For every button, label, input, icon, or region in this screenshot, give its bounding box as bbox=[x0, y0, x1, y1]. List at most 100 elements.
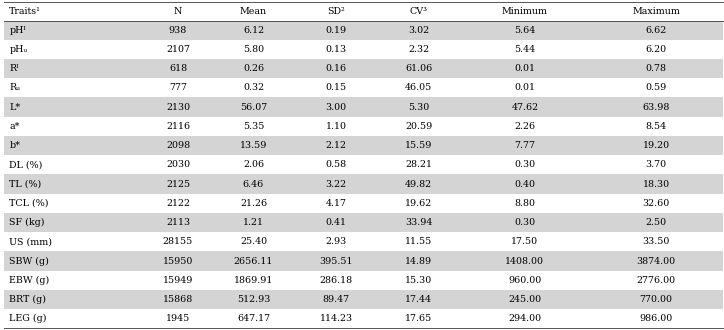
Text: TCL (%): TCL (%) bbox=[9, 199, 49, 208]
Text: 938: 938 bbox=[169, 26, 187, 35]
Text: 1945: 1945 bbox=[166, 314, 190, 323]
Bar bbox=[4, 136, 723, 155]
Bar bbox=[4, 117, 723, 136]
Text: 5.80: 5.80 bbox=[243, 45, 264, 54]
Text: 2125: 2125 bbox=[166, 180, 190, 188]
Text: pHᴵ: pHᴵ bbox=[9, 26, 26, 35]
Text: 3.00: 3.00 bbox=[326, 103, 347, 112]
Text: 6.20: 6.20 bbox=[646, 45, 667, 54]
Text: 21.26: 21.26 bbox=[240, 199, 267, 208]
Text: 2113: 2113 bbox=[166, 218, 190, 227]
Text: 0.32: 0.32 bbox=[243, 83, 264, 92]
Text: 0.30: 0.30 bbox=[514, 160, 536, 169]
Text: 0.78: 0.78 bbox=[646, 64, 667, 73]
Text: 0.16: 0.16 bbox=[326, 64, 347, 73]
Text: 5.64: 5.64 bbox=[514, 26, 536, 35]
Text: 25.40: 25.40 bbox=[240, 237, 267, 246]
Text: 2098: 2098 bbox=[166, 141, 190, 150]
Text: b*: b* bbox=[9, 141, 20, 150]
Text: 33.50: 33.50 bbox=[642, 237, 670, 246]
Text: N: N bbox=[174, 7, 182, 16]
Bar bbox=[4, 155, 723, 175]
Text: 5.35: 5.35 bbox=[243, 122, 264, 131]
Text: 1.21: 1.21 bbox=[243, 218, 264, 227]
Text: CV³: CV³ bbox=[410, 7, 428, 16]
Text: 17.65: 17.65 bbox=[405, 314, 432, 323]
Text: 3.70: 3.70 bbox=[646, 160, 667, 169]
Text: 2.26: 2.26 bbox=[514, 122, 536, 131]
Text: 61.06: 61.06 bbox=[405, 64, 432, 73]
Text: 0.40: 0.40 bbox=[514, 180, 535, 188]
Bar bbox=[4, 59, 723, 78]
Text: 14.89: 14.89 bbox=[405, 256, 432, 266]
Text: a*: a* bbox=[9, 122, 20, 131]
Text: 15950: 15950 bbox=[163, 256, 193, 266]
Bar bbox=[4, 213, 723, 232]
Text: 647.17: 647.17 bbox=[237, 314, 270, 323]
Text: 2130: 2130 bbox=[166, 103, 190, 112]
Text: 11.55: 11.55 bbox=[405, 237, 432, 246]
Text: Rᵤ: Rᵤ bbox=[9, 83, 20, 92]
Bar bbox=[4, 40, 723, 59]
Text: Rᴵ: Rᴵ bbox=[9, 64, 19, 73]
Text: LEG (g): LEG (g) bbox=[9, 314, 47, 323]
Text: pHᵤ: pHᵤ bbox=[9, 45, 28, 54]
Text: 17.50: 17.50 bbox=[511, 237, 539, 246]
Text: 2656.11: 2656.11 bbox=[234, 256, 273, 266]
Text: 6.46: 6.46 bbox=[243, 180, 264, 188]
Text: 2776.00: 2776.00 bbox=[636, 276, 675, 285]
Text: 63.98: 63.98 bbox=[642, 103, 670, 112]
Text: 15.59: 15.59 bbox=[405, 141, 432, 150]
Text: 0.15: 0.15 bbox=[326, 83, 347, 92]
Text: 49.82: 49.82 bbox=[405, 180, 432, 188]
Text: 89.47: 89.47 bbox=[323, 295, 350, 304]
Text: TL (%): TL (%) bbox=[9, 180, 41, 188]
Text: 17.44: 17.44 bbox=[405, 295, 432, 304]
Text: 286.18: 286.18 bbox=[319, 276, 353, 285]
Text: 986.00: 986.00 bbox=[639, 314, 673, 323]
Text: 15868: 15868 bbox=[163, 295, 193, 304]
Text: 33.94: 33.94 bbox=[405, 218, 432, 227]
Bar bbox=[4, 194, 723, 213]
Text: 0.59: 0.59 bbox=[645, 83, 667, 92]
Text: 15.30: 15.30 bbox=[405, 276, 432, 285]
Text: 2107: 2107 bbox=[166, 45, 190, 54]
Text: 2.06: 2.06 bbox=[243, 160, 264, 169]
Text: 777: 777 bbox=[169, 83, 187, 92]
Text: 3.02: 3.02 bbox=[408, 26, 429, 35]
Text: 0.19: 0.19 bbox=[326, 26, 347, 35]
Bar bbox=[4, 78, 723, 97]
Text: BRT (g): BRT (g) bbox=[9, 295, 46, 304]
Text: 1408.00: 1408.00 bbox=[505, 256, 544, 266]
Text: 0.13: 0.13 bbox=[326, 45, 347, 54]
Text: 0.26: 0.26 bbox=[243, 64, 264, 73]
Text: 18.30: 18.30 bbox=[642, 180, 670, 188]
Text: 46.05: 46.05 bbox=[405, 83, 432, 92]
Bar bbox=[4, 251, 723, 271]
Text: 19.62: 19.62 bbox=[405, 199, 432, 208]
Text: 2116: 2116 bbox=[166, 122, 190, 131]
Text: 3.22: 3.22 bbox=[326, 180, 347, 188]
Bar bbox=[4, 271, 723, 290]
Text: EBW (g): EBW (g) bbox=[9, 276, 50, 285]
Text: 2.50: 2.50 bbox=[646, 218, 667, 227]
Text: 0.58: 0.58 bbox=[326, 160, 347, 169]
Text: 15949: 15949 bbox=[163, 276, 193, 285]
Text: 2.93: 2.93 bbox=[326, 237, 347, 246]
Text: 3874.00: 3874.00 bbox=[636, 256, 675, 266]
Text: 0.01: 0.01 bbox=[514, 64, 535, 73]
Text: 4.17: 4.17 bbox=[326, 199, 347, 208]
Text: Mean: Mean bbox=[240, 7, 267, 16]
Text: 0.30: 0.30 bbox=[514, 218, 536, 227]
Text: 395.51: 395.51 bbox=[319, 256, 353, 266]
Text: 2.12: 2.12 bbox=[326, 141, 347, 150]
Text: 19.20: 19.20 bbox=[642, 141, 670, 150]
Text: 13.59: 13.59 bbox=[240, 141, 267, 150]
Text: 6.12: 6.12 bbox=[243, 26, 264, 35]
Bar bbox=[4, 20, 723, 40]
Text: SF (kg): SF (kg) bbox=[9, 218, 45, 227]
Text: Minimum: Minimum bbox=[502, 7, 548, 16]
Text: 0.41: 0.41 bbox=[326, 218, 347, 227]
Text: 770.00: 770.00 bbox=[639, 295, 673, 304]
Text: 56.07: 56.07 bbox=[240, 103, 267, 112]
